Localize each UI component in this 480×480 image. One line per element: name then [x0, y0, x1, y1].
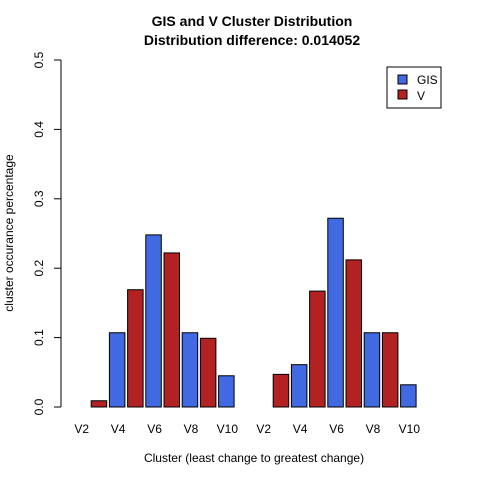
- x-tick-label: V10: [399, 422, 421, 436]
- legend-swatch-gis: [397, 74, 408, 85]
- y-tick-label: 0.4: [32, 121, 46, 138]
- x-tick-label: V4: [111, 422, 126, 436]
- legend-label-v: V: [417, 89, 425, 103]
- y-axis-label: cluster occurance percentage: [2, 154, 16, 312]
- bar-gis-4: [181, 332, 199, 408]
- x-tick-label: V6: [147, 422, 162, 436]
- x-tick-label: V10: [217, 422, 239, 436]
- bar-v-7: [309, 290, 326, 408]
- bar-gis-5: [218, 375, 235, 408]
- bar-gis-8: [327, 217, 344, 408]
- x-tick-label: V6: [329, 422, 344, 436]
- x-tick-label: V8: [366, 422, 381, 436]
- x-axis-label: Cluster (least change to greatest change…: [144, 451, 364, 465]
- bar-v-2: [127, 289, 144, 408]
- bars: [90, 217, 417, 408]
- legend: GIS V: [386, 66, 442, 109]
- bar-v-6: [272, 373, 290, 408]
- bar-v-3: [163, 252, 180, 408]
- y-tick-label: 0.1: [32, 329, 46, 346]
- legend-swatch-v: [397, 89, 408, 100]
- x-tick-label: V4: [293, 422, 308, 436]
- bar-gis-10: [400, 384, 417, 408]
- x-tick-label: V2: [256, 422, 271, 436]
- y-tick-label: 0.2: [32, 260, 46, 277]
- bar-gis-7: [290, 364, 308, 408]
- bar-gis-3: [145, 234, 162, 408]
- x-tick-label: V8: [184, 422, 199, 436]
- y-tick-label: 0.3: [32, 190, 46, 207]
- y-ticks: 0.0 0.1 0.2 0.3 0.4 0.5: [32, 51, 61, 415]
- legend-label-gis: GIS: [417, 73, 438, 87]
- bar-v-8: [345, 259, 362, 408]
- bar-v-1: [90, 400, 108, 408]
- chart-title: GIS and V Cluster Distribution: [152, 13, 353, 29]
- x-tick-labels: V2 V4 V6 V8 V10 V2 V4 V6 V8 V10: [74, 422, 420, 436]
- y-tick-label: 0.5: [32, 51, 46, 68]
- chart-subtitle: Distribution difference: 0.014052: [144, 32, 361, 48]
- bar-v-9: [381, 332, 399, 408]
- bar-gis-2: [108, 332, 126, 408]
- x-tick-label: V2: [74, 422, 89, 436]
- bar-v-4: [199, 337, 217, 408]
- bar-gis-9: [363, 332, 381, 408]
- y-tick-label: 0.0: [32, 398, 46, 415]
- legend-box: [386, 66, 442, 109]
